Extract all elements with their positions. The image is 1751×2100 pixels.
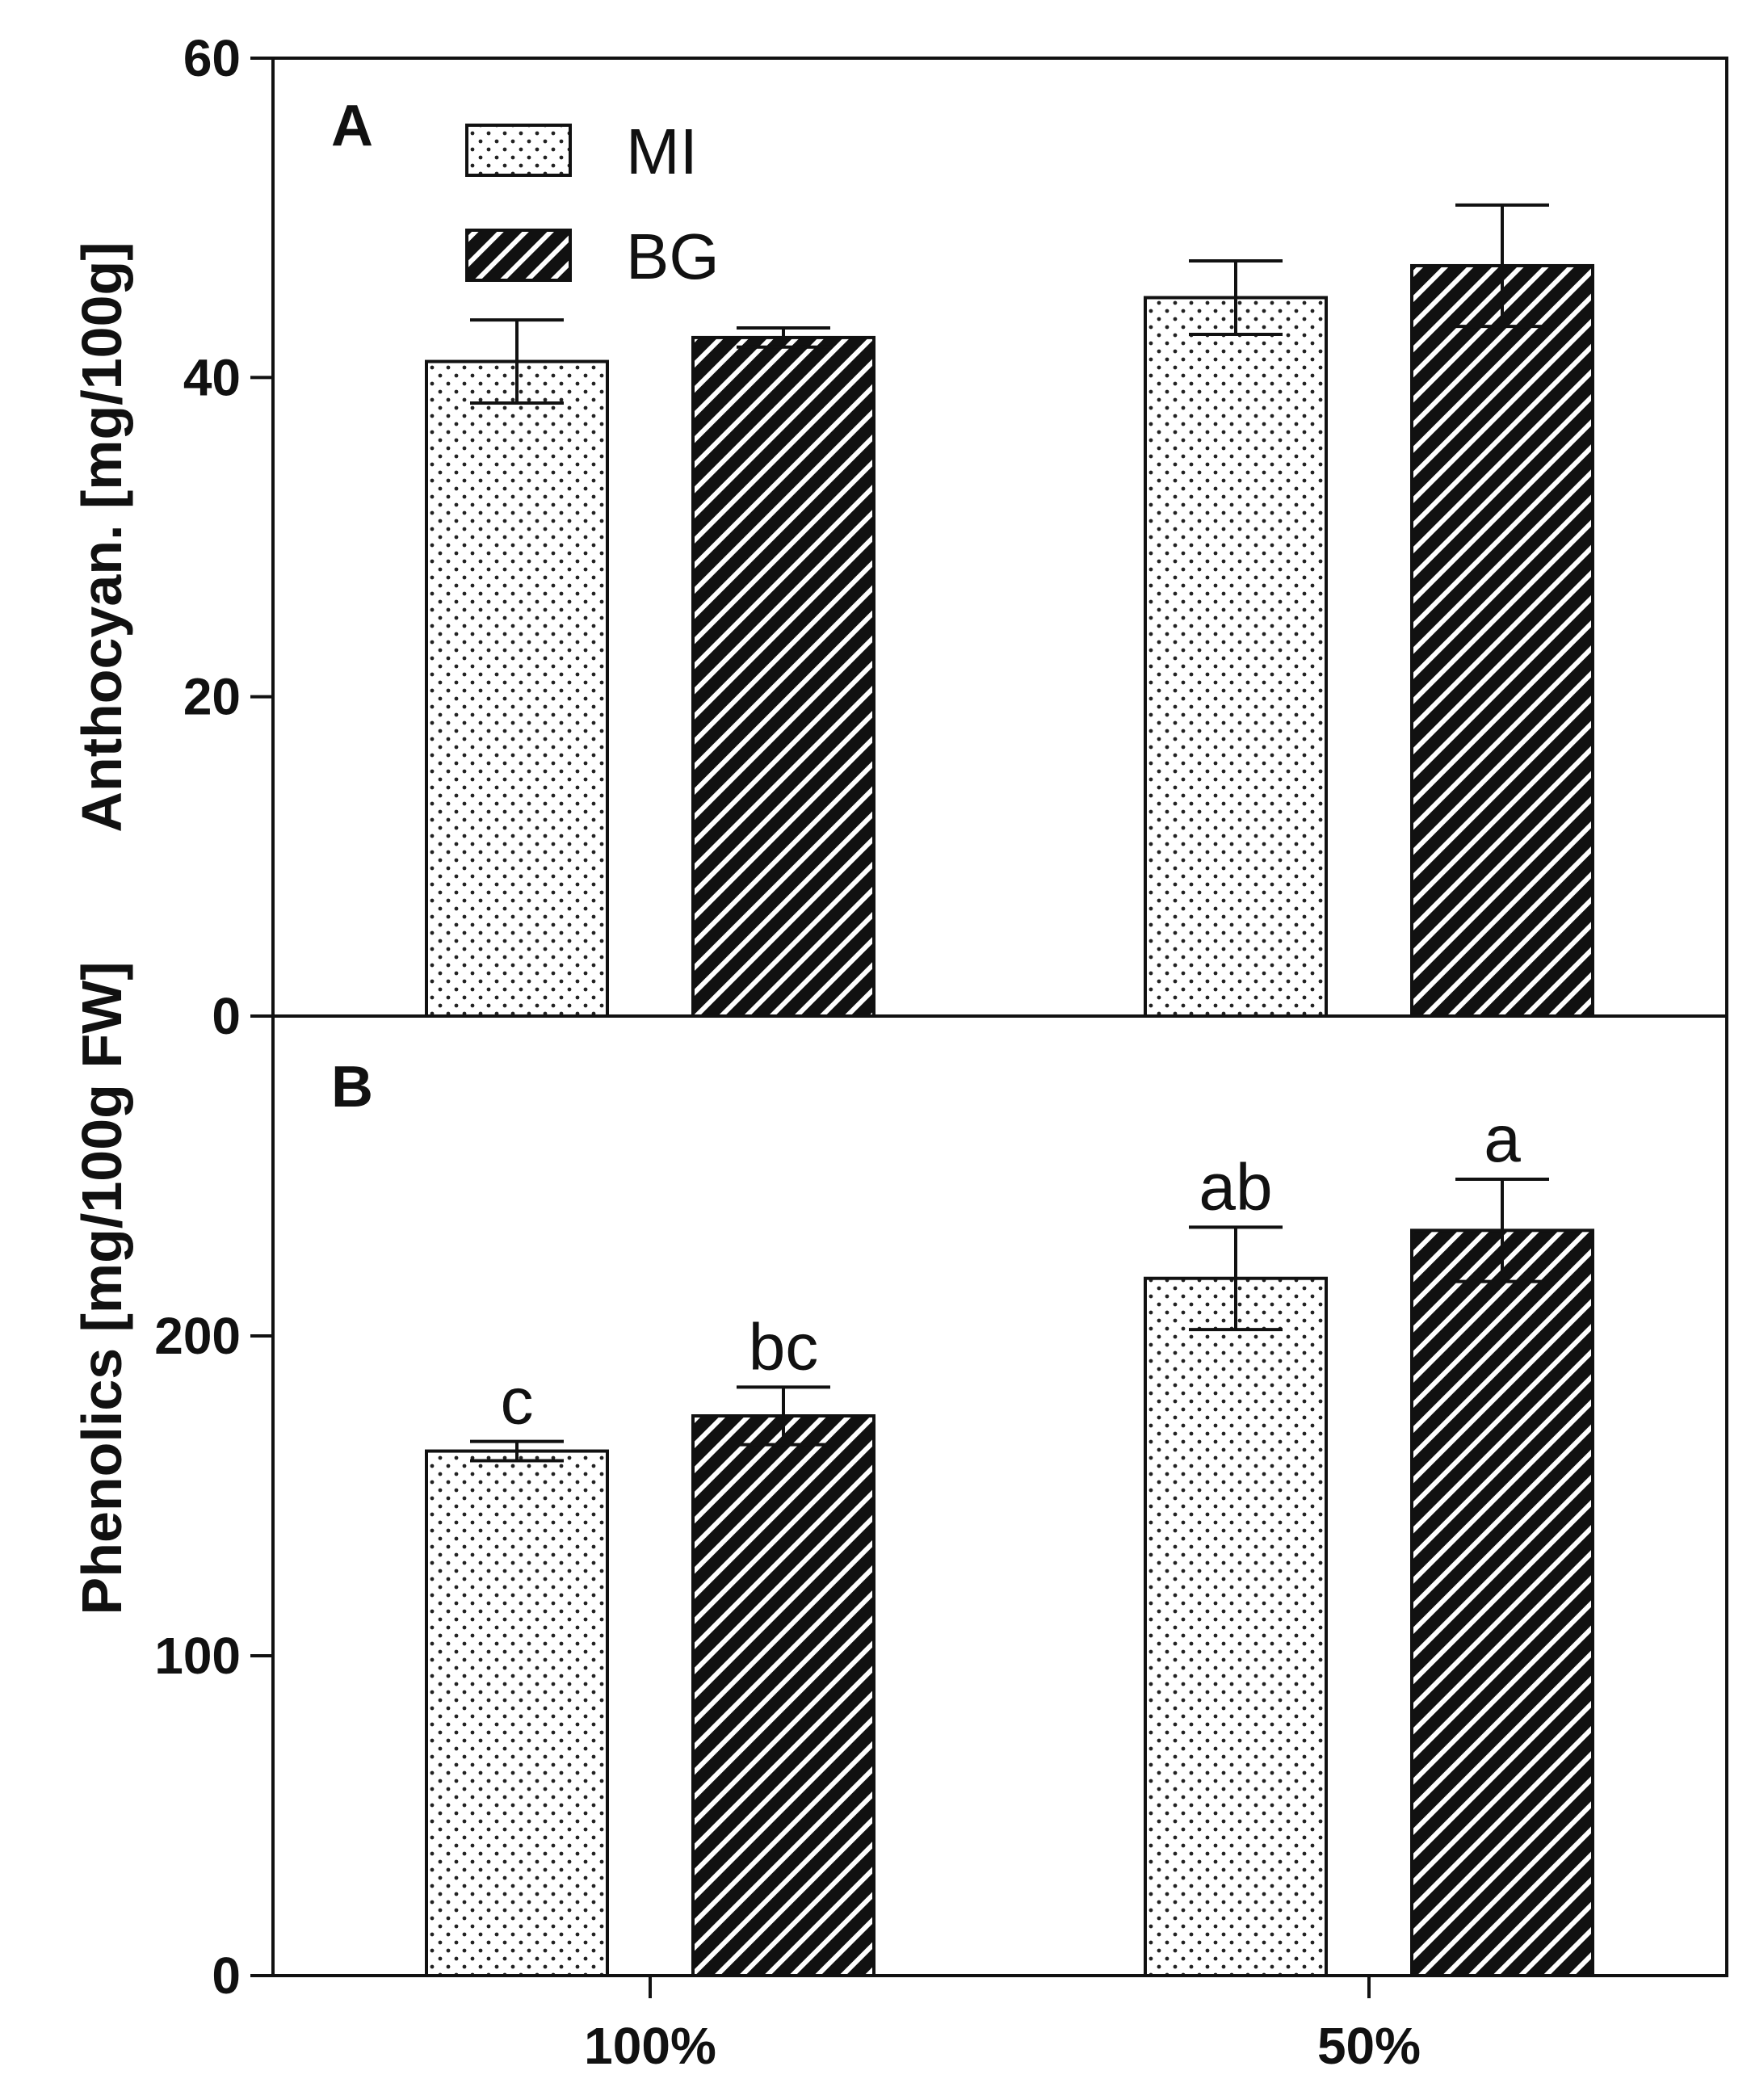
- legend-swatch-mi: [465, 124, 572, 177]
- error-bar: [737, 1385, 830, 1447]
- y-tick-label: 20: [183, 668, 241, 726]
- panel-a-y-ticks: 0 20 40 60: [183, 29, 273, 1045]
- legend-label-mi: MI: [626, 116, 698, 187]
- significance-label: bc: [749, 1310, 819, 1384]
- error-bar: [1455, 1177, 1549, 1283]
- bar-bg-50pct: [1410, 1228, 1594, 1977]
- y-tick-label: 60: [183, 29, 241, 87]
- y-tick-label: 40: [183, 348, 241, 406]
- panel-b-y-axis-title: Phenolics [mg/100g FW]: [70, 962, 133, 1615]
- x-tick-label: 50%: [1317, 2017, 1421, 2075]
- panel-a-bars: [425, 203, 1594, 1018]
- bar-bg-100pct: [691, 1414, 876, 1977]
- legend-swatch-bg: [465, 229, 572, 282]
- y-tick-label: 0: [212, 987, 241, 1045]
- y-tick-label: 100: [154, 1627, 241, 1685]
- significance-label: c: [501, 1365, 534, 1438]
- error-bar: [470, 318, 564, 405]
- bar-mi-100pct: [425, 359, 609, 1018]
- bar-bg-50pct: [1410, 263, 1594, 1018]
- x-axis: 100% 50%: [584, 1976, 1421, 2075]
- panel-b: B 0 100 200 c ab bc a Phenolics [mg/100g FW]: [70, 962, 1728, 2005]
- error-bar: [1455, 203, 1549, 329]
- error-bar: [1189, 259, 1283, 336]
- panel-a-letter: A: [331, 94, 373, 158]
- bar-mi-100pct: [425, 1449, 609, 1978]
- bar-mi-50pct: [1144, 296, 1328, 1018]
- legend-label-bg: BG: [626, 220, 720, 292]
- panel-a-y-axis-title: Anthocyan. [mg/100g]: [70, 242, 133, 832]
- error-bar: [1189, 1225, 1283, 1332]
- error-bar: [737, 326, 830, 349]
- panel-b-frame: [271, 1014, 1728, 1977]
- y-tick-label: 0: [212, 1947, 241, 2005]
- bar-bg-100pct: [691, 335, 876, 1018]
- y-tick-label: 200: [154, 1307, 241, 1365]
- panel-b-y-ticks: 0 100 200: [154, 1307, 273, 2005]
- error-bar: [470, 1439, 564, 1463]
- significance-label: a: [1484, 1102, 1521, 1176]
- x-tick-label: 100%: [584, 2017, 716, 2075]
- panel-a: A 0 20 40 60 Anthocyan. [mg/100g]: [70, 29, 1728, 1045]
- significance-label: ab: [1199, 1150, 1272, 1224]
- panel-b-letter: B: [331, 1055, 373, 1119]
- bar-mi-50pct: [1144, 1276, 1328, 1977]
- panel-b-bars: c ab bc a: [425, 1102, 1594, 1978]
- legend: MI BG: [465, 116, 720, 292]
